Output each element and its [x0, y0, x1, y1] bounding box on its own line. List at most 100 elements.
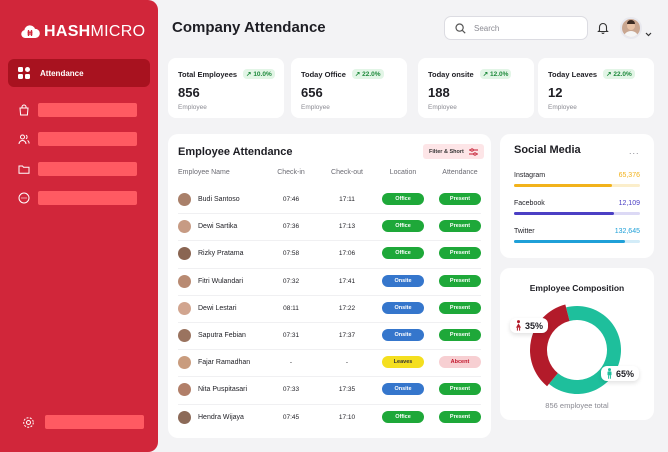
sliders-icon — [468, 147, 478, 156]
filter-label: Filter & Short — [429, 148, 464, 155]
row-divider — [178, 294, 481, 296]
trend-up-icon: ↗ — [354, 71, 361, 78]
composition-title: Employee Composition — [529, 283, 625, 293]
male-share-value: 65% — [616, 368, 635, 379]
stat-label: Today Leaves — [548, 69, 598, 79]
employee-avatar — [178, 301, 191, 315]
column-header-checkout: Check-out — [331, 169, 363, 176]
sidebar-item-attendance[interactable]: Attendance — [8, 59, 150, 87]
search-input[interactable]: Search — [444, 16, 588, 40]
employee-name: Hendra Wijaya — [198, 413, 244, 421]
table-row[interactable]: Rizky Pratama 07:58 17:06 Office Present — [178, 240, 481, 267]
stat-sub: Employee — [178, 104, 207, 111]
sidebar-item-users[interactable] — [18, 132, 138, 146]
employee-name: Saputra Febian — [198, 332, 246, 339]
social-media-title: Social Media — [514, 144, 581, 156]
chevron-down-icon[interactable] — [645, 24, 652, 42]
attendance-status-badge: Present — [439, 329, 481, 341]
checkin-time: 07:32 — [282, 277, 300, 285]
attendance-status-badge: Present — [439, 193, 481, 205]
location-badge: Office — [382, 247, 424, 260]
table-row[interactable]: Dewi Lestari 08:11 17:22 Onsite Present — [178, 295, 481, 322]
employee-composition-card: Employee Composition 35% 65% 856 employe… — [500, 268, 654, 420]
checkin-time: 07:45 — [282, 413, 300, 421]
sidebar-item-placeholder-bar — [45, 415, 144, 429]
female-share-label: 35% — [510, 318, 549, 333]
attendance-status-badge: Abcent — [439, 356, 481, 369]
social-media-card: Social Media ... Instagram 65,376 Facebook… — [500, 134, 654, 258]
row-divider — [178, 240, 481, 242]
filter-sort-button[interactable]: Filter & Short — [423, 144, 484, 159]
page-title: Company Attendance — [172, 19, 326, 36]
row-divider — [178, 403, 481, 405]
employee-avatar — [178, 383, 191, 397]
employee-name: Rizky Pratama — [198, 250, 244, 258]
sidebar-item-settings[interactable] — [22, 415, 144, 429]
row-divider — [178, 349, 481, 351]
female-share-value: 35% — [525, 320, 544, 331]
trend-badge: ↗ 22.0% — [603, 69, 635, 79]
sidebar-item-folder[interactable] — [18, 162, 138, 176]
user-avatar[interactable] — [620, 17, 642, 39]
checkin-time: 07:31 — [282, 332, 300, 339]
checkout-time: 17:35 — [338, 386, 356, 394]
social-progress-track — [514, 212, 640, 215]
social-platform-value: 132,645 — [614, 228, 640, 235]
location-badge: Onsite — [382, 274, 424, 287]
attendance-status-badge: Present — [439, 383, 481, 396]
column-header-attendance: Attendance — [442, 169, 478, 176]
cloud-logo-icon — [21, 25, 40, 38]
table-row[interactable]: Hendra Wijaya 07:45 17:10 Office Present — [178, 404, 481, 431]
employee-avatar — [178, 193, 191, 206]
checkout-time: 17:06 — [338, 250, 356, 258]
notification-bell-icon[interactable] — [597, 21, 609, 39]
stat-label: Total Employees — [178, 69, 238, 79]
checkin-time: - — [289, 359, 293, 367]
trend-badge: ↗ 10.0% — [243, 69, 275, 79]
composition-donut-chart — [530, 304, 621, 394]
table-row[interactable]: Saputra Febian 07:31 17:37 Onsite Present — [178, 322, 481, 349]
female-donut-slice[interactable] — [530, 304, 570, 387]
female-icon — [516, 320, 521, 331]
logo-text-bold: HASH — [44, 23, 91, 40]
social-platform-name: Facebook — [514, 200, 545, 207]
users-icon — [18, 134, 30, 145]
sidebar-item-chat[interactable] — [18, 191, 138, 205]
sidebar-item-placeholder-bar — [38, 103, 137, 117]
table-row[interactable]: Dewi Sartika 07:36 17:13 Office Present — [178, 213, 481, 240]
checkin-time: 07:58 — [282, 250, 300, 258]
table-row[interactable]: Fitri Wulandari 07:32 17:41 Onsite Present — [178, 268, 481, 295]
male-share-label: 65% — [601, 366, 640, 381]
stat-value: 12 — [548, 85, 563, 100]
bag-icon — [19, 104, 29, 116]
table-row[interactable]: Nita Puspitasari 07:33 17:35 Onsite Present — [178, 376, 481, 403]
checkout-time: 17:37 — [338, 332, 356, 339]
employee-avatar — [178, 329, 191, 342]
checkin-time: 07:33 — [282, 386, 300, 394]
column-header-checkin: Check-in — [277, 169, 305, 176]
attendance-status-badge: Present — [439, 274, 481, 287]
brand-logo[interactable]: HASHMICRO — [20, 23, 145, 41]
sidebar-item-placeholder-bar — [38, 162, 137, 176]
trend-value: 10.0% — [253, 71, 272, 78]
employee-name: Dewi Sartika — [198, 223, 238, 231]
social-platform-name: Twitter — [514, 228, 535, 235]
table-row[interactable]: Fajar Ramadhan - - Leaves Abcent — [178, 349, 481, 376]
checkin-time: 07:46 — [282, 196, 300, 203]
column-header-location: Location — [389, 169, 417, 176]
search-placeholder: Search — [474, 23, 500, 33]
male-icon — [607, 368, 612, 379]
stat-card-today-leaves: Today Leaves ↗ 22.0% 12 Employee — [538, 58, 654, 118]
table-row[interactable]: Budi Santoso 07:46 17:11 Office Present — [178, 186, 481, 213]
stat-sub: Employee — [548, 104, 577, 111]
employee-attendance-card: Employee Attendance Filter & Short Emplo… — [168, 134, 491, 438]
location-badge: Office — [382, 220, 424, 233]
checkout-time: 17:10 — [338, 413, 356, 421]
location-badge: Onsite — [382, 329, 424, 341]
row-divider — [178, 322, 481, 323]
trend-badge: ↗ 12.0% — [479, 69, 512, 79]
trend-up-icon: ↗ — [606, 71, 612, 78]
more-options-button[interactable]: ... — [629, 146, 640, 156]
folder-icon — [18, 165, 30, 174]
sidebar-item-bag[interactable] — [18, 103, 138, 117]
